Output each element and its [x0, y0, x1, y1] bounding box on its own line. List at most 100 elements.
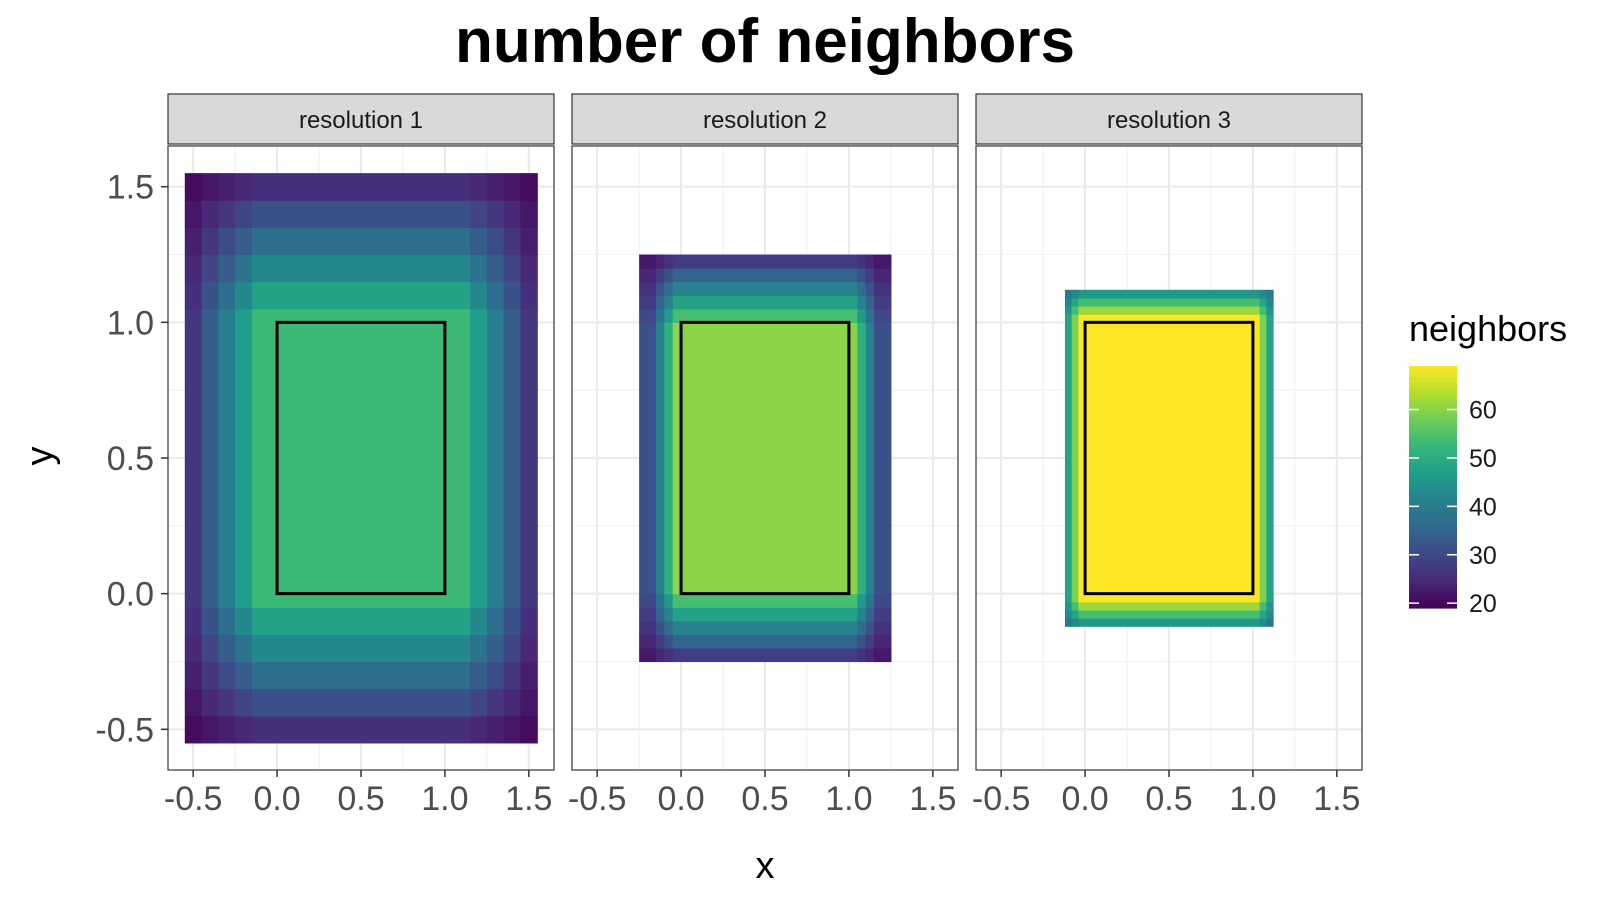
heatmap-tile: [1071, 618, 1079, 627]
heatmap-tile: [470, 715, 488, 744]
heatmap-tile: [486, 661, 505, 690]
heatmap-tile: [865, 322, 875, 595]
reference-rectangle: [275, 320, 447, 596]
heatmap-tile: [857, 607, 867, 622]
heatmap-tile: [251, 173, 471, 201]
legend-color-step: [1409, 519, 1457, 524]
heatmap-tile: [1064, 297, 1073, 307]
heatmap-tile: [470, 661, 488, 690]
heatmap-tile: [1064, 306, 1073, 315]
legend-color-step: [1409, 414, 1457, 420]
legend-color-step: [1409, 511, 1457, 516]
heatmap-tile: [664, 268, 674, 283]
legend-color-step: [1409, 603, 1457, 609]
y-tick-label: -0.5: [95, 711, 154, 749]
facet-strip: [975, 93, 1363, 145]
heatmap-tile: [1078, 601, 1261, 611]
heatmap-tile: [857, 634, 867, 649]
x-tick-label: -0.5: [164, 780, 223, 818]
heatmap-tile: [520, 634, 538, 663]
x-tick-label: 1.5: [505, 780, 552, 818]
heatmap-tile: [251, 634, 471, 663]
heatmap-tile: [857, 593, 867, 608]
facet-panel-1: resolution 1 -0.5 0.0 0.5 1.0 1.5: [164, 93, 555, 818]
heatmap-tile: [874, 254, 892, 269]
heatmap-tile: [486, 281, 505, 310]
heatmap-tile: [218, 634, 236, 663]
heatmap-tile: [1259, 609, 1267, 619]
heatmap-tile: [218, 200, 236, 228]
heatmap-tile: [184, 173, 203, 201]
legend-color-step: [1409, 587, 1457, 593]
heatmap-tile: [201, 200, 219, 228]
heatmap-tile: [218, 661, 236, 690]
heatmap-tile: [235, 173, 253, 201]
heatmap-tile: [470, 634, 488, 663]
heatmap-tile: [1259, 297, 1267, 307]
legend-tick-label: 30: [1469, 542, 1497, 570]
heatmap-tile: [503, 227, 522, 256]
heatmap-tile: [470, 173, 488, 201]
heatmap-tile: [655, 620, 665, 635]
heatmap-tile: [672, 254, 858, 269]
heatmap-tile: [874, 607, 892, 622]
x-tick-label: 1.5: [1313, 780, 1360, 818]
heatmap-tile: [1071, 289, 1079, 299]
heatmap-tile: [218, 715, 236, 744]
heatmap-tile: [184, 715, 203, 744]
heatmap-tile: [1259, 618, 1267, 627]
heatmap-tile: [664, 281, 674, 296]
heatmap-tile: [470, 308, 488, 608]
heatmap-tile: [865, 634, 875, 649]
heatmap-tile: [470, 200, 488, 228]
heatmap-tile: [865, 647, 875, 663]
heatmap-tile: [865, 281, 875, 296]
heatmap-tile: [639, 593, 657, 608]
y-axis-title: y: [19, 447, 61, 466]
legend-color-step: [1409, 470, 1457, 476]
legend-color-step: [1409, 374, 1457, 379]
heatmap-tile: [1266, 297, 1274, 307]
heatmap-tile: [470, 688, 488, 717]
heatmap-tile: [874, 268, 892, 283]
y-tick-label: 0.0: [107, 576, 154, 614]
heatmap-tile: [184, 281, 203, 310]
heatmap-tile: [664, 254, 674, 269]
heatmap-tile: [1078, 297, 1261, 307]
x-axis-title: x: [756, 845, 775, 887]
heatmap-tile: [201, 661, 219, 690]
heatmap-tile: [520, 227, 538, 256]
heatmap-tile: [655, 268, 665, 283]
heatmap-tile: [251, 715, 471, 744]
heatmap-tile: [235, 688, 253, 717]
heatmap-tile: [503, 607, 522, 635]
heatmap-tile: [865, 607, 875, 622]
x-tick-label: 1.0: [421, 780, 468, 818]
heatmap-tile: [874, 634, 892, 649]
heatmap-tile: [1266, 609, 1274, 619]
heatmap-tile: [655, 281, 665, 296]
heatmap-tile: [664, 322, 674, 595]
legend-color-step: [1409, 543, 1457, 549]
legend-color-step: [1409, 567, 1457, 573]
legend-color-step: [1409, 382, 1457, 387]
heatmap-tile: [1266, 289, 1274, 299]
heatmap-tile: [1078, 314, 1261, 603]
legend-color-step: [1409, 591, 1457, 597]
heatmap-tile: [865, 268, 875, 283]
x-tick-label: 0.5: [337, 780, 384, 818]
heatmap-tiles: [1064, 289, 1274, 627]
heatmap-tile: [218, 308, 236, 608]
x-tick-label: 1.0: [825, 780, 872, 818]
heatmap-tile: [486, 254, 505, 283]
heatmap-tile: [218, 173, 236, 201]
heatmap-tile: [874, 593, 892, 608]
heatmap-tile: [1078, 609, 1261, 619]
heatmap-tile: [1266, 618, 1274, 627]
heatmap-tile: [664, 295, 674, 310]
heatmap-tile: [251, 254, 471, 283]
heatmap-tile: [218, 607, 236, 635]
heatmap-tile: [218, 254, 236, 283]
heatmap-tile: [1266, 314, 1274, 603]
